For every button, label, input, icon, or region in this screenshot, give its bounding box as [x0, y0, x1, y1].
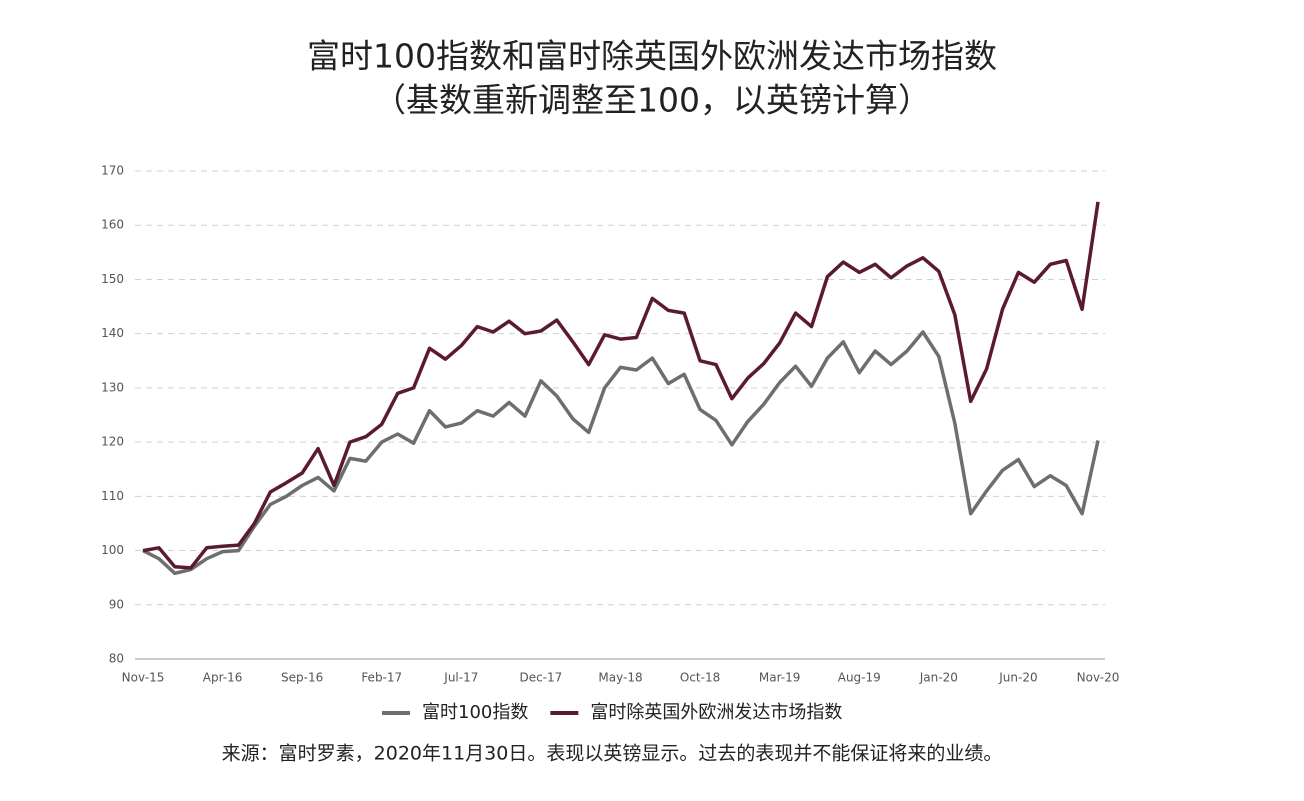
x-tick-label: Sep-16 — [281, 671, 323, 685]
y-tick-label: 90 — [109, 597, 124, 611]
y-tick-label: 150 — [101, 272, 124, 286]
y-tick-label: 110 — [101, 489, 124, 503]
y-tick-label: 80 — [109, 652, 124, 666]
x-tick-label: Nov-20 — [1077, 671, 1120, 685]
x-tick-label: Dec-17 — [520, 671, 563, 685]
chart-title: 富时100指数和富时除英国外欧洲发达市场指数 — [307, 37, 997, 76]
x-tick-label: Aug-19 — [838, 671, 881, 685]
footnote: 来源：富时罗素，2020年11月30日。表现以英镑显示。过去的表现并不能保证将来… — [222, 743, 1003, 765]
y-tick-label: 130 — [101, 380, 124, 394]
x-tick-label: Jun-20 — [998, 671, 1037, 685]
x-tick-label: Feb-17 — [361, 671, 402, 685]
y-tick-label: 160 — [101, 218, 124, 232]
y-tick-label: 170 — [101, 164, 124, 178]
legend-label: 富时除英国外欧洲发达市场指数 — [590, 702, 842, 723]
x-tick-label: Oct-18 — [680, 671, 720, 685]
y-tick-label: 140 — [101, 326, 124, 340]
chart-subtitle: （基数重新调整至100，以英镑计算） — [373, 81, 931, 120]
x-tick-label: Jul-17 — [443, 671, 478, 685]
x-tick-label: Mar-19 — [759, 671, 800, 685]
x-tick-label: May-18 — [598, 671, 642, 685]
series-line — [142, 201, 1100, 570]
x-tick-label: Nov-15 — [122, 671, 165, 685]
y-tick-label: 100 — [101, 543, 124, 557]
x-tick-label: Apr-16 — [203, 671, 243, 685]
series-line — [142, 330, 1100, 576]
legend-label: 富时100指数 — [422, 702, 528, 723]
x-tick-label: Jan-20 — [919, 671, 958, 685]
y-tick-label: 120 — [101, 435, 124, 449]
